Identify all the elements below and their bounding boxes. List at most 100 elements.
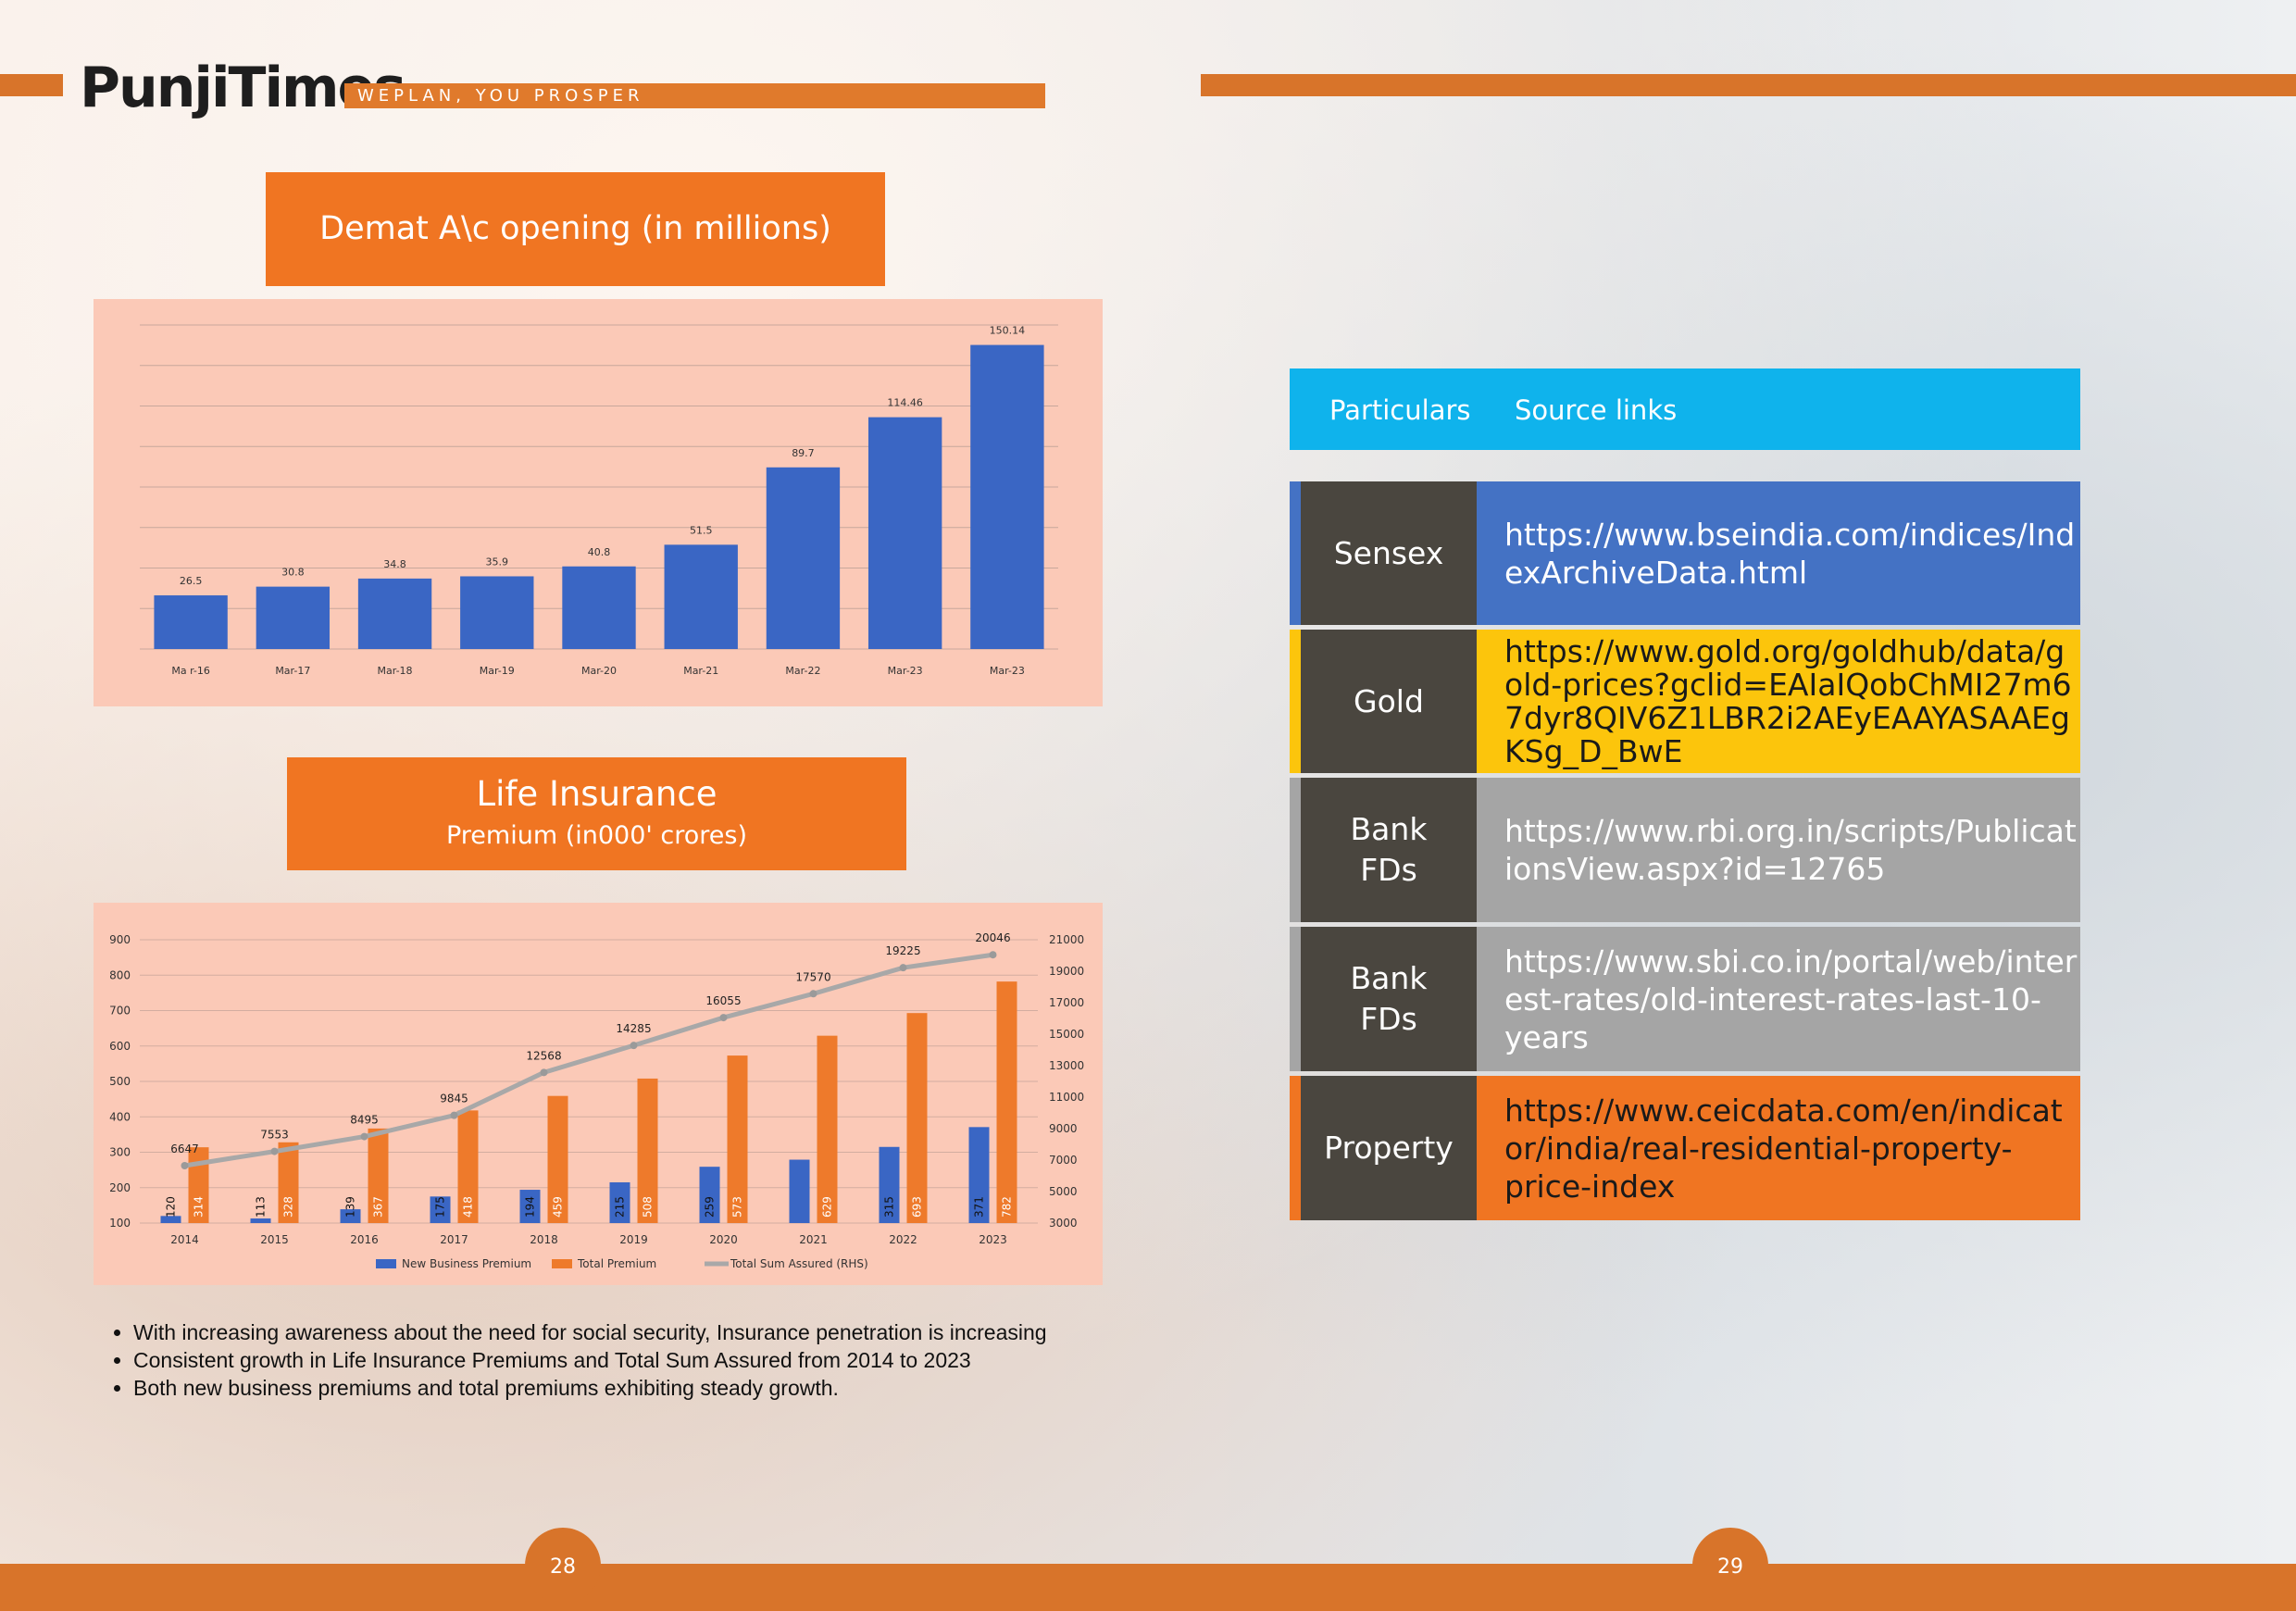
header-bar-right xyxy=(1201,74,2296,96)
row-source-link[interactable]: https://www.bseindia.com/indices/IndexAr… xyxy=(1477,481,2080,625)
new-business-bar xyxy=(879,1146,900,1223)
page-number-left: 28 xyxy=(525,1528,601,1604)
sum-assured-label: 16055 xyxy=(705,994,741,1007)
legend-label: Total Premium xyxy=(577,1257,656,1270)
sum-assured-point xyxy=(989,951,997,959)
row-particular: Gold xyxy=(1301,630,1477,773)
sum-assured-point xyxy=(719,1014,728,1022)
demat-data-label: 40.8 xyxy=(588,546,611,558)
new-business-label: 175 xyxy=(434,1196,447,1218)
demat-bar xyxy=(970,344,1044,649)
demat-bar xyxy=(867,417,942,649)
demat-chart-title: Demat A\c opening (in millions) xyxy=(319,210,831,247)
demat-bar xyxy=(154,595,228,649)
new-business-bar xyxy=(340,1209,361,1223)
row-stripe xyxy=(1290,481,1301,625)
demat-data-label: 30.8 xyxy=(281,567,305,579)
source-row-property: Property https://www.ceicdata.com/en/ind… xyxy=(1290,1076,2080,1220)
insurance-left-tick: 100 xyxy=(109,1217,131,1230)
demat-data-label: 114.46 xyxy=(887,397,923,409)
sum-assured-label: 17570 xyxy=(795,970,830,983)
sum-assured-point xyxy=(270,1147,279,1155)
insurance-left-tick: 800 xyxy=(109,968,131,981)
insurance-left-tick: 700 xyxy=(109,1005,131,1018)
row-particular: Bank FDs xyxy=(1301,927,1477,1071)
total-premium-label: 782 xyxy=(1001,1196,1014,1218)
insurance-x-tick: 2014 xyxy=(170,1233,199,1246)
row-particular: Bank FDs xyxy=(1301,778,1477,922)
row-stripe xyxy=(1290,1076,1301,1220)
demat-bar xyxy=(562,566,636,649)
bullet-item: Both new business premiums and total pre… xyxy=(133,1374,1047,1402)
total-premium-label: 418 xyxy=(462,1196,475,1218)
insurance-right-tick: 21000 xyxy=(1049,933,1084,946)
sum-assured-label: 9845 xyxy=(440,1093,468,1105)
sum-assured-label: 6647 xyxy=(170,1143,199,1155)
demat-bar xyxy=(766,467,841,649)
source-row-sensex: Sensex https://www.bseindia.com/indices/… xyxy=(1290,481,2080,625)
demat-chart-title-box: Demat A\c opening (in millions) xyxy=(266,172,885,286)
insurance-x-tick: 2023 xyxy=(979,1233,1007,1246)
source-row-bank-fds-rbi: Bank FDs https://www.rbi.org.in/scripts/… xyxy=(1290,778,2080,922)
insurance-left-tick: 300 xyxy=(109,1146,131,1159)
header-source-links: Source links xyxy=(1515,394,1678,426)
insurance-x-tick: 2021 xyxy=(799,1233,828,1246)
row-source-link[interactable]: https://www.ceicdata.com/en/indicator/in… xyxy=(1477,1076,2080,1220)
row-particular: Sensex xyxy=(1301,481,1477,625)
sum-assured-point xyxy=(899,964,907,972)
header-particulars: Particulars xyxy=(1329,394,1471,426)
demat-x-tick: Mar-17 xyxy=(275,665,310,677)
demat-bar-chart: 26.5 Ma r-16 30.8 Mar-17 34.8 Mar-18 35.9 Mar-1… xyxy=(140,324,1058,677)
insurance-left-tick: 900 xyxy=(109,933,131,946)
row-source-link[interactable]: https://www.sbi.co.in/portal/web/interes… xyxy=(1477,927,2080,1071)
new-business-label: 194 xyxy=(524,1196,537,1218)
demat-x-tick: Mar-22 xyxy=(785,665,820,677)
insurance-left-tick: 600 xyxy=(109,1040,131,1053)
insurance-combo-chart: 900 800 700 600 500 400 300 200 100 21000 19000 170… xyxy=(109,931,1084,1270)
insurance-x-tick: 2015 xyxy=(260,1233,289,1246)
demat-x-tick: Mar-19 xyxy=(480,665,515,677)
new-business-bar xyxy=(430,1196,451,1223)
new-business-bar xyxy=(699,1167,720,1223)
total-premium-label: 629 xyxy=(821,1196,834,1218)
insurance-left-tick: 500 xyxy=(109,1075,131,1088)
insurance-x-tick: 2020 xyxy=(709,1233,738,1246)
insurance-right-tick: 11000 xyxy=(1049,1091,1084,1104)
demat-bar xyxy=(357,578,432,649)
bullet-item: Consistent growth in Life Insurance Prem… xyxy=(133,1346,1047,1374)
demat-data-label: 26.5 xyxy=(180,575,203,587)
sum-assured-label: 12568 xyxy=(526,1049,561,1062)
demat-data-label: 34.8 xyxy=(383,558,406,570)
new-business-label: 139 xyxy=(344,1196,357,1218)
row-source-link[interactable]: https://www.rbi.org.in/scripts/Publicati… xyxy=(1477,778,2080,922)
row-stripe xyxy=(1290,927,1301,1071)
demat-data-label: 150.14 xyxy=(990,325,1026,337)
demat-x-tick: Mar-23 xyxy=(888,665,923,677)
insurance-bullets: With increasing awareness about the need… xyxy=(102,1318,1047,1402)
demat-x-tick: Mar-18 xyxy=(378,665,413,677)
bullet-item: With increasing awareness about the need… xyxy=(133,1318,1047,1346)
insurance-right-tick: 3000 xyxy=(1049,1217,1078,1230)
insurance-x-tick: 2016 xyxy=(350,1233,379,1246)
brand-tagline: WEPLAN, YOU PROSPER xyxy=(344,83,1045,108)
row-stripe xyxy=(1290,778,1301,922)
new-business-label: 315 xyxy=(883,1196,896,1218)
legend-label: New Business Premium xyxy=(402,1257,531,1270)
demat-data-label: 89.7 xyxy=(792,447,815,459)
new-business-bar xyxy=(609,1182,630,1223)
new-business-bar xyxy=(789,1159,810,1223)
insurance-right-tick: 9000 xyxy=(1049,1122,1078,1135)
insurance-chart-subtitle: Premium (in000' crores) xyxy=(445,821,747,850)
new-business-label: 215 xyxy=(614,1196,627,1218)
total-premium-label: 367 xyxy=(372,1196,385,1218)
sum-assured-label: 7553 xyxy=(260,1129,289,1142)
sources-table-header: Particulars Source links xyxy=(1290,368,2080,450)
total-premium-bar xyxy=(547,1095,568,1223)
sum-assured-point xyxy=(540,1068,548,1077)
page-number-right: 29 xyxy=(1692,1528,1768,1604)
header-bar-left xyxy=(0,74,63,96)
legend-swatch xyxy=(552,1259,572,1268)
row-source-link[interactable]: https://www.gold.org/goldhub/data/gold-p… xyxy=(1477,630,2080,773)
total-premium-label: 459 xyxy=(552,1196,565,1218)
demat-bar xyxy=(664,544,738,649)
